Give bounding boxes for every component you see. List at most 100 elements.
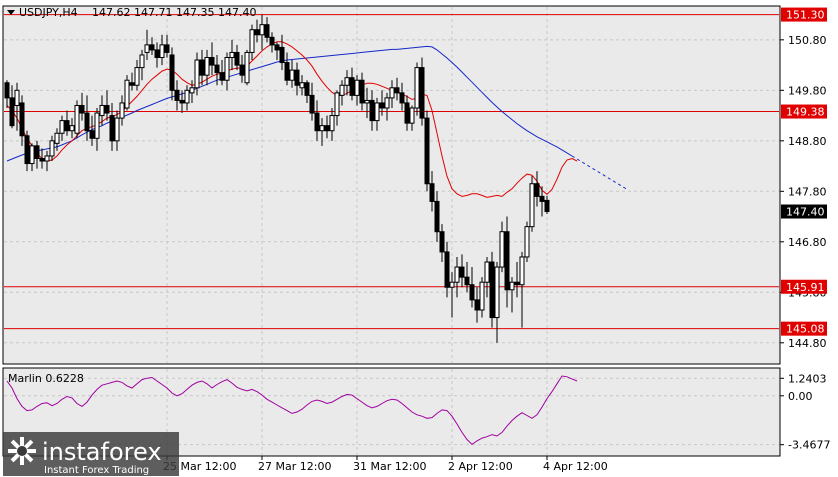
slow-ma-projection bbox=[571, 155, 628, 190]
candle-bull bbox=[244, 51, 250, 84]
candle-bear bbox=[539, 195, 545, 202]
candle-bear bbox=[424, 117, 430, 185]
main-plot-area[interactable] bbox=[2, 5, 781, 365]
candle-bull bbox=[29, 145, 35, 165]
level-price-label: 145.91 bbox=[786, 281, 825, 294]
candle-bear bbox=[464, 276, 470, 286]
candle-bear bbox=[269, 36, 275, 46]
candle-bull bbox=[134, 67, 140, 86]
instaforex-logo: instaforex Instant Forex Trading bbox=[3, 432, 179, 476]
candle-bull bbox=[139, 54, 145, 69]
candle-bear bbox=[434, 200, 440, 233]
level-price-label: 145.08 bbox=[786, 323, 825, 336]
candle-bear bbox=[379, 102, 385, 109]
candle-bull bbox=[344, 77, 350, 86]
candle-bear bbox=[199, 59, 205, 76]
marlin-line bbox=[6, 375, 578, 446]
candle-bull bbox=[69, 125, 75, 132]
candle-bull bbox=[494, 266, 500, 319]
logo-brand: instaforex bbox=[42, 438, 162, 466]
price-tick-label: 144.80 bbox=[788, 337, 827, 350]
candle-bull bbox=[519, 256, 525, 286]
ohlc-values: 147.62 147.71 147.35 147.40 bbox=[92, 6, 256, 19]
candle-bear bbox=[314, 112, 320, 132]
candle-bear bbox=[309, 94, 315, 114]
candle-bear bbox=[129, 82, 135, 86]
candlesticks bbox=[4, 14, 550, 343]
current-price-label: 147.40 bbox=[786, 206, 825, 219]
candle-bear bbox=[284, 62, 290, 81]
candle-bull bbox=[119, 102, 125, 119]
candle-bear bbox=[39, 157, 45, 162]
candle-bull bbox=[249, 29, 255, 53]
osc-tick-label: 0.00 bbox=[788, 390, 813, 403]
candle-bull bbox=[529, 183, 535, 228]
candle-bull bbox=[54, 132, 60, 144]
candle-bear bbox=[349, 77, 355, 96]
symbol-label: USDJPY,H4 bbox=[19, 6, 78, 19]
time-tick-label: 2 Apr 12:00 bbox=[448, 460, 513, 473]
candle-bull bbox=[384, 97, 390, 109]
candle-bull bbox=[59, 120, 65, 134]
indicator-label: Marlin 0.6228 bbox=[8, 372, 84, 385]
candle-bull bbox=[364, 99, 370, 104]
candle-bull bbox=[229, 51, 235, 58]
indicator-axis[interactable]: 1.2403 0.00 -3.4677 bbox=[780, 372, 830, 452]
candle-bear bbox=[504, 231, 510, 291]
candle-bear bbox=[294, 69, 300, 86]
candle-bull bbox=[524, 226, 530, 258]
price-tick-label: 150.80 bbox=[788, 34, 827, 47]
price-tick-label: 147.80 bbox=[788, 185, 827, 198]
candle-bull bbox=[409, 107, 415, 124]
candle-bull bbox=[204, 56, 210, 76]
candle-bear bbox=[359, 79, 365, 104]
candle-bear bbox=[104, 104, 110, 114]
candle-bull bbox=[74, 104, 80, 134]
candle-bear bbox=[179, 99, 185, 104]
current-price-tag[interactable] bbox=[781, 204, 827, 219]
candle-bull bbox=[354, 79, 360, 96]
candle-bear bbox=[109, 115, 115, 142]
candle-bull bbox=[509, 281, 515, 291]
candle-bull bbox=[484, 261, 490, 283]
candle-bear bbox=[429, 183, 435, 202]
level-price-tag[interactable] bbox=[781, 279, 827, 294]
price-tick-label: 149.80 bbox=[788, 84, 827, 97]
candle-bear bbox=[4, 82, 10, 99]
logo-tagline: Instant Forex Trading bbox=[44, 465, 149, 476]
candle-bear bbox=[534, 183, 540, 197]
time-axis[interactable]: 25 Mar 12:00 27 Mar 12:00 31 Mar 12:00 2 Ap… bbox=[163, 456, 608, 473]
level-price-label: 149.38 bbox=[786, 106, 825, 119]
candle-bull bbox=[99, 104, 105, 117]
candle-bear bbox=[234, 51, 240, 66]
candle-bull bbox=[94, 112, 100, 139]
level-price-tag[interactable] bbox=[781, 7, 827, 22]
candle-bull bbox=[299, 82, 305, 89]
horizontal-levels[interactable] bbox=[4, 14, 779, 330]
candle-bull bbox=[449, 281, 455, 288]
marlin-oscillator bbox=[6, 375, 578, 446]
candle-bull bbox=[49, 140, 55, 157]
slow-ma-line bbox=[6, 45, 573, 162]
candle-bear bbox=[274, 44, 280, 51]
candle-bear bbox=[209, 56, 215, 66]
price-axis[interactable]: 150.80149.80148.80147.80146.80145.80144.… bbox=[780, 7, 827, 350]
time-tick-label: 4 Apr 12:00 bbox=[543, 460, 608, 473]
candle-bear bbox=[474, 299, 480, 311]
slow-moving-average bbox=[6, 45, 628, 190]
time-tick-label: 27 Mar 12:00 bbox=[258, 460, 331, 473]
osc-tick-label: -3.4677 bbox=[788, 439, 830, 452]
level-price-tag[interactable] bbox=[781, 104, 827, 119]
candle-bear bbox=[174, 89, 180, 101]
candle-bull bbox=[259, 24, 265, 36]
candle-bull bbox=[499, 231, 505, 268]
level-price-tag[interactable] bbox=[781, 321, 827, 336]
price-tick-label: 148.80 bbox=[788, 135, 827, 148]
candle-bear bbox=[404, 102, 410, 124]
candle-bull bbox=[414, 67, 420, 109]
candle-bull bbox=[334, 92, 340, 117]
symbol-dropdown-icon[interactable] bbox=[7, 10, 15, 15]
candle-bear bbox=[219, 72, 225, 81]
candle-bull bbox=[289, 69, 295, 81]
